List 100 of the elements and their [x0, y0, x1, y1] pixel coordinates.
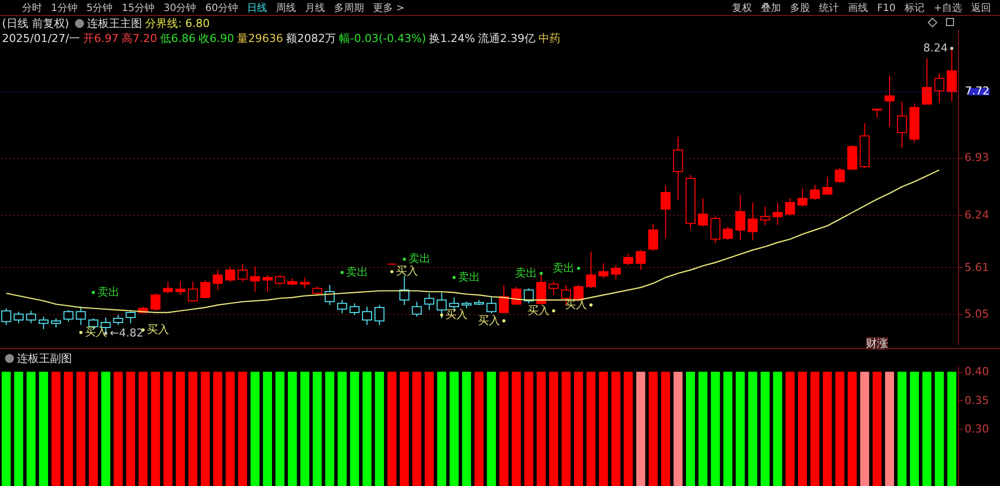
- candlestick: [710, 216, 720, 244]
- annotation: 流通2.39亿: [478, 32, 536, 45]
- annotation: 2025/01/27/一: [2, 32, 80, 45]
- annotation: 高7.20: [122, 32, 158, 45]
- candlestick: [548, 281, 559, 296]
- candlestick: [126, 310, 136, 324]
- y-tick-label: 0.35: [964, 394, 989, 407]
- candlestick: [50, 318, 61, 328]
- text: 分时: [22, 3, 42, 14]
- text: 多周期: [334, 3, 364, 14]
- data-label: 买入: [147, 323, 170, 336]
- candlestick: [884, 75, 895, 128]
- candlestick: [946, 48, 957, 102]
- candlestick: [200, 280, 210, 299]
- candlestick: [76, 306, 86, 326]
- text: 15分钟: [122, 3, 154, 14]
- chart-title: 连板王主图: [87, 17, 142, 30]
- data-label: 卖出: [552, 261, 575, 274]
- candlestick: [337, 300, 348, 314]
- text: 5分钟: [86, 3, 113, 14]
- candlestick: [698, 198, 708, 228]
- point: [576, 266, 580, 270]
- y-tick-label: 6.24: [964, 208, 989, 222]
- candlestick: [262, 274, 272, 292]
- y-tick-label: 6.93: [964, 151, 989, 164]
- data-label: 卖出: [515, 266, 538, 280]
- text: 叠加: [761, 3, 782, 14]
- annotation: 额2082万: [286, 32, 336, 45]
- candlestick: [847, 144, 858, 170]
- y-tick-label: 0.30: [964, 422, 989, 436]
- annotation: 财涨: [866, 337, 888, 350]
- candlestick: [735, 194, 746, 240]
- point: [440, 313, 444, 317]
- y-tick-label: 5.05: [964, 308, 989, 321]
- candlestick: [834, 167, 845, 183]
- candlestick: [810, 184, 820, 200]
- text: F10: [877, 3, 896, 14]
- text: 月线: [304, 3, 325, 14]
- candlestick: [300, 277, 310, 289]
- candlestick: [660, 185, 671, 239]
- data-label: 卖出: [346, 266, 368, 278]
- candlestick: [748, 202, 758, 240]
- candlestick: [374, 304, 384, 326]
- candlestick: [797, 188, 808, 208]
- candlestick: [610, 264, 621, 280]
- point: [589, 303, 593, 307]
- candlestick: [238, 264, 248, 282]
- candlestick: [175, 280, 186, 296]
- data-label: 买入: [478, 314, 500, 327]
- text: 多股: [790, 3, 810, 14]
- candlestick: [934, 72, 944, 104]
- y-tick-label: 0.40: [964, 365, 989, 378]
- annotation: 幅-0.03(-0.43%): [339, 32, 426, 45]
- candlestick: [498, 284, 509, 314]
- text: 1分钟: [51, 3, 78, 14]
- y-tick-label: 5.61: [964, 261, 989, 274]
- annotation: 开6.97: [83, 32, 119, 45]
- candlestick: [636, 250, 646, 270]
- text: (日线 前复权): [2, 17, 70, 30]
- data-label: 买入: [528, 304, 550, 317]
- point: [390, 270, 394, 274]
- text: 更多 >: [372, 3, 405, 14]
- candlestick: [350, 302, 360, 316]
- candlestick: [14, 311, 24, 324]
- text: 复权: [732, 3, 752, 14]
- text: 30分钟: [163, 3, 196, 14]
- candlestick: [225, 266, 236, 282]
- point: [402, 258, 406, 261]
- candlestick: [822, 176, 832, 196]
- text: 60分钟: [205, 3, 238, 14]
- candlestick: [785, 198, 796, 216]
- candlestick: [113, 314, 124, 326]
- point: [452, 276, 456, 280]
- data-label: 卖出: [408, 252, 430, 266]
- text: 周线: [276, 3, 296, 14]
- text: 日线: [246, 3, 267, 14]
- candlestick: [486, 296, 496, 314]
- data-label: ←4.82: [110, 326, 144, 340]
- candlestick: [772, 202, 783, 226]
- point: [79, 330, 82, 334]
- data-label: 卖出: [458, 270, 480, 284]
- data-label: 8.24: [923, 41, 948, 54]
- candlestick: [922, 58, 932, 105]
- candlestick: [362, 306, 372, 326]
- candlestick: [897, 101, 908, 148]
- candlestick: [38, 316, 49, 330]
- annotation: 低6.86: [160, 32, 196, 45]
- candlestick: [673, 136, 684, 200]
- text: 画线: [848, 3, 868, 14]
- candlestick: [424, 292, 434, 310]
- chart-subtitle: 分界线: 6.80: [145, 17, 210, 30]
- candlestick: [598, 262, 608, 279]
- text: 统计: [819, 3, 840, 14]
- candlestick: [511, 286, 522, 306]
- data-label: 买入: [396, 264, 418, 278]
- text: +自选: [934, 3, 962, 14]
- candlestick: [524, 288, 534, 304]
- data-label: 卖出: [97, 286, 120, 298]
- candlestick: [648, 224, 658, 252]
- point: [502, 319, 506, 322]
